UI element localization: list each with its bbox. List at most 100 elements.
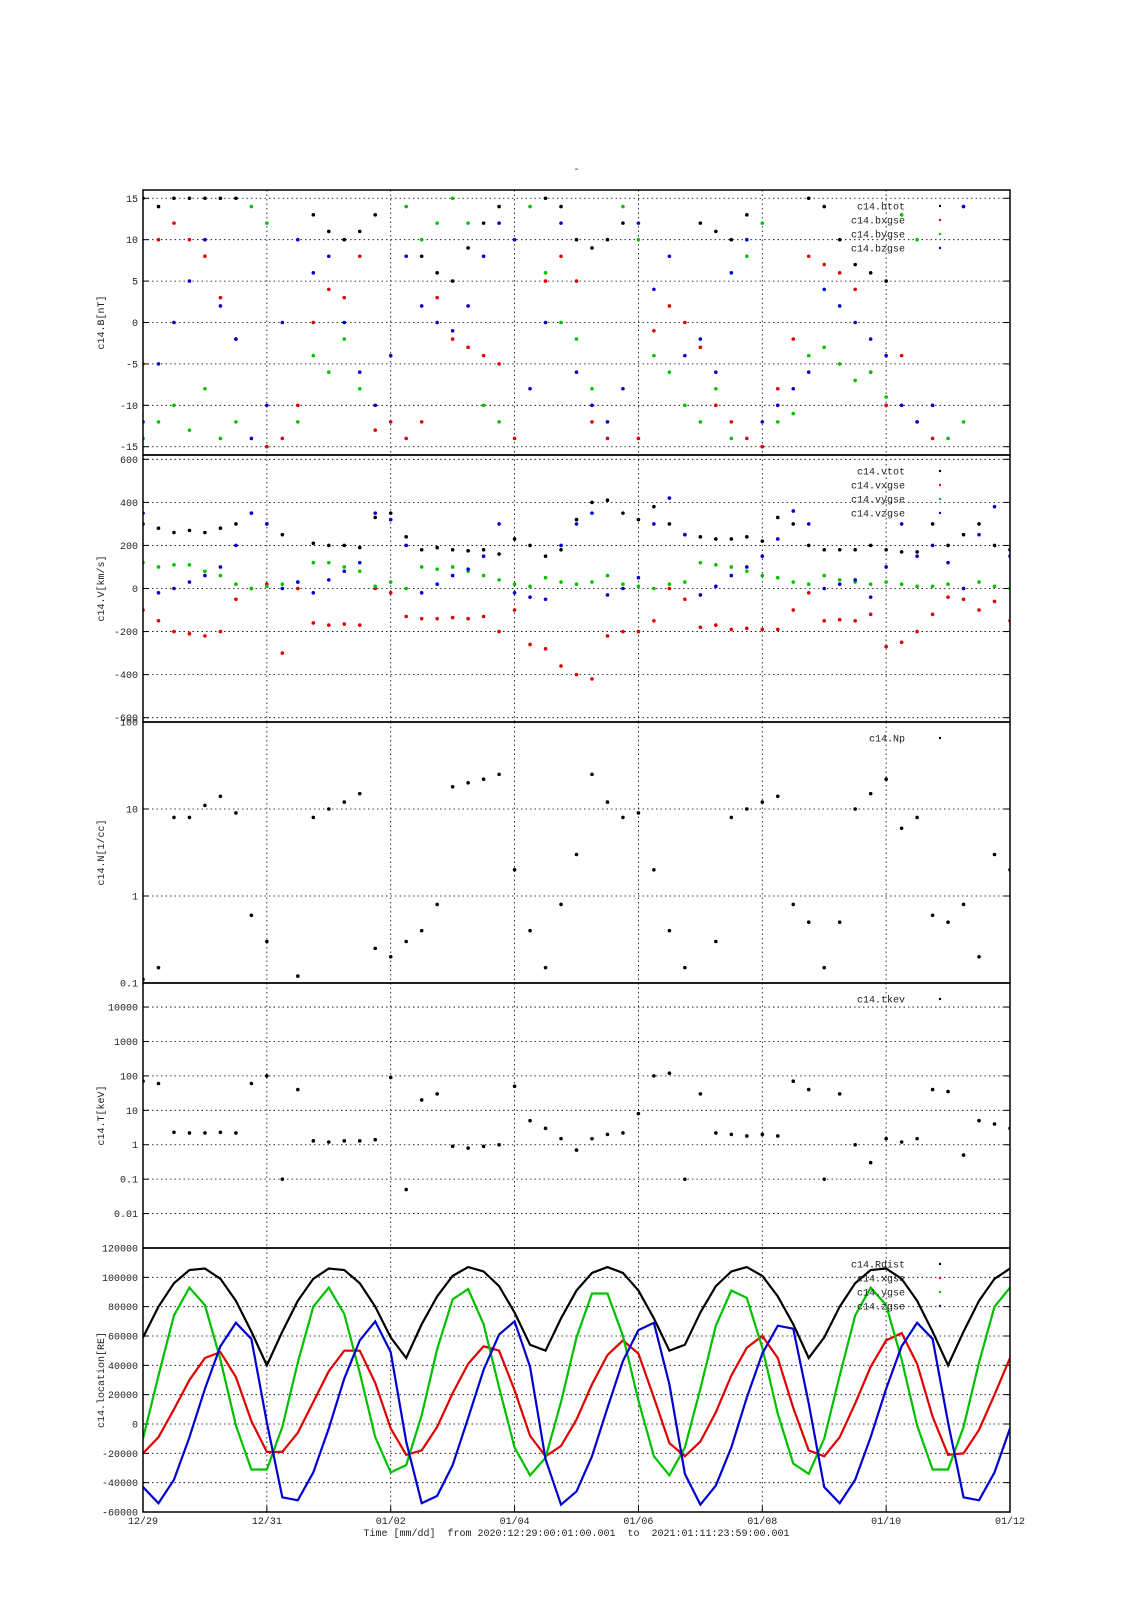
y-axis-label: c14.location[RE]	[96, 1332, 108, 1428]
data-point	[342, 569, 347, 574]
data-point	[961, 204, 966, 209]
data-point	[357, 1139, 362, 1143]
data-point	[466, 221, 470, 225]
data-point	[977, 580, 981, 584]
data-point	[884, 547, 888, 552]
data-point	[172, 586, 176, 591]
data-point	[652, 287, 656, 292]
data-point	[404, 1187, 408, 1192]
data-point	[234, 420, 238, 424]
y-tick-label: 80000	[108, 1303, 138, 1314]
data-point	[512, 1084, 517, 1089]
x-tick-label: 12/29	[128, 1516, 158, 1528]
data-point	[574, 237, 579, 242]
data-point	[543, 1126, 548, 1131]
data-point	[698, 593, 703, 597]
legend-label: c14.Rdist	[851, 1260, 905, 1272]
data-point	[853, 618, 857, 623]
data-point	[172, 403, 176, 408]
data-point	[466, 246, 470, 250]
data-point	[218, 295, 223, 300]
data-point	[559, 320, 563, 325]
data-point	[683, 580, 687, 584]
y-tick-label: -600	[114, 714, 138, 725]
data-point	[388, 353, 393, 358]
data-point	[342, 622, 347, 626]
data-point	[899, 403, 904, 408]
data-point	[822, 204, 827, 209]
data-point	[946, 543, 950, 548]
data-point	[373, 515, 378, 520]
data-point	[156, 204, 161, 209]
data-point	[605, 593, 610, 597]
data-point	[775, 386, 780, 391]
y-tick-label: 40000	[108, 1362, 138, 1373]
data-point	[961, 1153, 966, 1157]
data-point	[683, 320, 687, 325]
y-tick-label: 10000	[108, 1004, 138, 1015]
data-point	[528, 543, 532, 548]
data-point	[868, 271, 873, 275]
data-point	[729, 237, 734, 242]
data-point	[326, 560, 331, 565]
data-point	[326, 807, 331, 811]
data-point	[156, 526, 161, 531]
data-point	[775, 537, 780, 541]
data-point	[636, 237, 641, 242]
data-point	[543, 320, 548, 325]
data-point	[357, 791, 362, 796]
y-tick-label: 0	[132, 1421, 138, 1432]
data-point	[775, 627, 780, 632]
data-point	[342, 337, 347, 341]
data-line	[143, 1319, 1010, 1507]
data-point	[559, 221, 563, 225]
legend-label: c14.btot	[857, 202, 905, 214]
data-point	[729, 271, 734, 275]
data-point	[652, 353, 656, 358]
legend-label: c14.zgse	[857, 1303, 905, 1314]
legend-label: c14.xgse	[857, 1275, 905, 1286]
data-point	[574, 337, 579, 341]
x-tick-label: 01/04	[500, 1516, 530, 1528]
data-point	[946, 595, 950, 599]
data-point	[590, 420, 594, 424]
data-point	[481, 403, 486, 408]
data-point	[249, 204, 254, 209]
data-layer	[143, 1071, 1010, 1192]
data-point	[280, 586, 285, 591]
data-point	[574, 852, 579, 857]
data-point	[388, 591, 393, 595]
data-point	[528, 1118, 532, 1123]
data-point	[419, 420, 424, 424]
data-point	[574, 370, 579, 374]
data-point	[930, 1087, 935, 1092]
data-point	[311, 560, 316, 565]
y-tick-label: -5	[126, 360, 138, 371]
data-point	[435, 582, 439, 586]
data-point	[605, 420, 610, 424]
data-point	[543, 575, 548, 580]
data-point	[265, 444, 269, 449]
data-point	[806, 254, 811, 259]
data-point	[698, 1092, 703, 1096]
data-point	[745, 213, 749, 217]
data-point	[280, 582, 285, 586]
data-point	[853, 287, 857, 292]
data-point	[419, 616, 424, 621]
y-tick-label: 1	[132, 1141, 138, 1152]
data-point	[884, 777, 888, 782]
data-point	[435, 545, 439, 550]
data-point	[404, 254, 408, 259]
data-line	[143, 1285, 1010, 1478]
data-point	[683, 353, 687, 358]
legend-label: c14.vygse	[851, 496, 905, 507]
y-tick-label: 0	[132, 319, 138, 330]
data-point	[574, 279, 579, 283]
data-line	[143, 1331, 1010, 1458]
x-axis-label: Time [mm/dd] from 2020:12:29:00:01:00.00…	[363, 1528, 789, 1540]
data-point	[280, 532, 285, 537]
data-point	[868, 370, 873, 374]
legend-marker	[938, 1262, 942, 1266]
data-point	[683, 532, 687, 537]
x-tick-label: 01/10	[871, 1516, 901, 1528]
